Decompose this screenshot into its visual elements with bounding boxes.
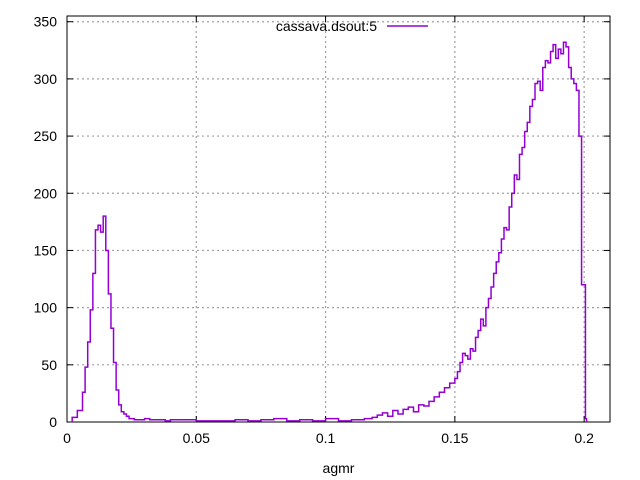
- x-tick-label: 0.1: [316, 430, 336, 446]
- legend-label: cassava.dsout:5: [276, 18, 377, 34]
- y-tick-label: 300: [34, 71, 58, 87]
- series-line: [71, 41, 588, 423]
- x-axis-label: agmr: [323, 460, 355, 476]
- legend: cassava.dsout:5: [276, 18, 428, 34]
- y-tick-label: 200: [34, 185, 58, 201]
- plot-frame: [66, 15, 611, 423]
- y-tick-label: 350: [34, 14, 58, 30]
- x-tick-label: 0: [63, 430, 71, 446]
- y-tick-label: 250: [34, 128, 58, 144]
- x-tick-label: 0.05: [183, 430, 210, 446]
- axis-ticks: 0 50 100 150 200 250 300 350 0 0.05 0.1 0.15 0.2: [34, 14, 610, 446]
- series-layer: [71, 41, 588, 423]
- y-tick-label: 100: [34, 300, 58, 316]
- y-tick-label: 150: [34, 242, 58, 258]
- grid-lines: [67, 16, 610, 422]
- y-tick-label: 0: [49, 414, 57, 430]
- x-tick-label: 0.15: [441, 430, 468, 446]
- y-tick-label: 50: [41, 357, 57, 373]
- x-tick-label: 0.2: [574, 430, 594, 446]
